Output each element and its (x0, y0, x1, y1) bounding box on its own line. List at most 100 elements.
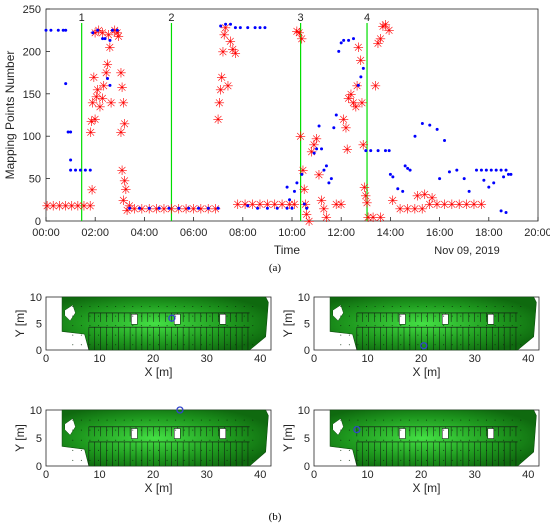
sample-point (200, 334, 202, 336)
sample-point (400, 334, 402, 336)
red-data-point: ✳ (439, 198, 450, 213)
blue-data-point (206, 206, 210, 210)
blue-data-point (157, 206, 161, 210)
sample-point (166, 315, 168, 317)
pillar (442, 428, 449, 439)
red-data-point: ✳ (378, 20, 389, 35)
sample-point (98, 315, 99, 317)
sample-point (511, 325, 513, 327)
y-tick-label: 250 (23, 4, 41, 16)
sample-point (115, 439, 117, 441)
sample-point (192, 315, 194, 317)
red-data-point: ✳ (255, 198, 266, 213)
sample-point (391, 344, 393, 346)
sample-point (348, 459, 350, 461)
red-data-point: ✳ (129, 202, 140, 217)
sample-point (434, 459, 436, 461)
sample-point (200, 325, 202, 327)
blue-data-point (428, 123, 432, 127)
sample-point (235, 344, 237, 346)
sample-point (374, 439, 376, 441)
blue-data-point (66, 130, 70, 134)
sample-point (494, 325, 496, 327)
sample-point (243, 306, 245, 308)
blue-data-point (413, 134, 417, 138)
sample-point (400, 419, 402, 421)
sample-point (340, 439, 342, 441)
red-data-point: ✳ (321, 211, 332, 226)
red-data-point: ✳ (368, 211, 379, 226)
y-tick-label: 0 (36, 345, 42, 357)
red-data-point: ✳ (355, 54, 366, 69)
sample-point (158, 459, 159, 461)
sample-point (391, 325, 393, 327)
sample-point (426, 306, 427, 308)
sample-point (374, 306, 376, 308)
sample-point (132, 315, 134, 317)
sample-point (426, 334, 427, 336)
y-tick-label: 10 (30, 405, 42, 417)
blue-data-point (339, 41, 343, 45)
sample-point (209, 334, 211, 336)
sample-point (408, 344, 410, 346)
sample-point (80, 344, 82, 346)
sample-point (98, 449, 99, 451)
blue-data-point (509, 172, 513, 176)
sample-point (149, 449, 151, 451)
x-tick-label: 30 (469, 353, 481, 365)
blue-data-point (391, 175, 395, 179)
sample-point (115, 419, 117, 421)
red-data-point: ✳ (352, 79, 363, 94)
sample-point (383, 439, 385, 441)
sample-point (106, 306, 108, 308)
sample-point (417, 325, 419, 327)
sample-point (183, 344, 185, 346)
red-data-point: ✳ (118, 96, 129, 111)
red-data-point: ✳ (85, 200, 96, 215)
red-data-point: ✳ (95, 101, 106, 116)
sample-point (348, 306, 350, 308)
sample-point (511, 315, 513, 317)
blue-data-point (482, 178, 486, 182)
sample-point (106, 439, 108, 441)
sample-point (503, 344, 505, 346)
x-axis-label: Time (274, 243, 301, 257)
y-axis-label: Y [m] (13, 424, 27, 452)
sample-point (235, 306, 237, 308)
sample-point (175, 325, 177, 327)
sample-point (366, 419, 367, 421)
panel-a-caption: (a) (269, 262, 282, 274)
red-data-point: ✳ (336, 198, 347, 213)
sample-point (115, 315, 117, 317)
sample-point (434, 315, 436, 317)
blue-data-point (295, 181, 299, 185)
sample-point (503, 325, 505, 327)
sample-point (243, 344, 245, 346)
sample-point (166, 459, 168, 461)
red-data-point: ✳ (284, 198, 295, 213)
y-tick-label: 0 (35, 216, 41, 228)
sample-point (132, 419, 134, 421)
sample-point (140, 449, 142, 451)
red-data-point: ✳ (92, 84, 103, 99)
sample-point (166, 344, 168, 346)
red-data-point: ✳ (359, 181, 370, 196)
sample-point (477, 419, 479, 421)
sample-point (218, 325, 219, 327)
sample-point (235, 449, 237, 451)
sample-point (408, 334, 410, 336)
blue-data-point (285, 206, 289, 210)
entrance (64, 418, 76, 436)
red-data-point: ✳ (196, 202, 207, 217)
sample-point (209, 344, 211, 346)
sample-point (468, 419, 470, 421)
red-data-point: ✳ (319, 202, 330, 217)
event-marker-label: 1 (79, 12, 85, 24)
sample-point (511, 439, 513, 441)
sample-point (486, 315, 487, 317)
sample-point (357, 449, 359, 451)
sample-point (468, 344, 470, 346)
sample-point (383, 344, 385, 346)
sample-point (460, 334, 462, 336)
sample-point (89, 315, 91, 317)
